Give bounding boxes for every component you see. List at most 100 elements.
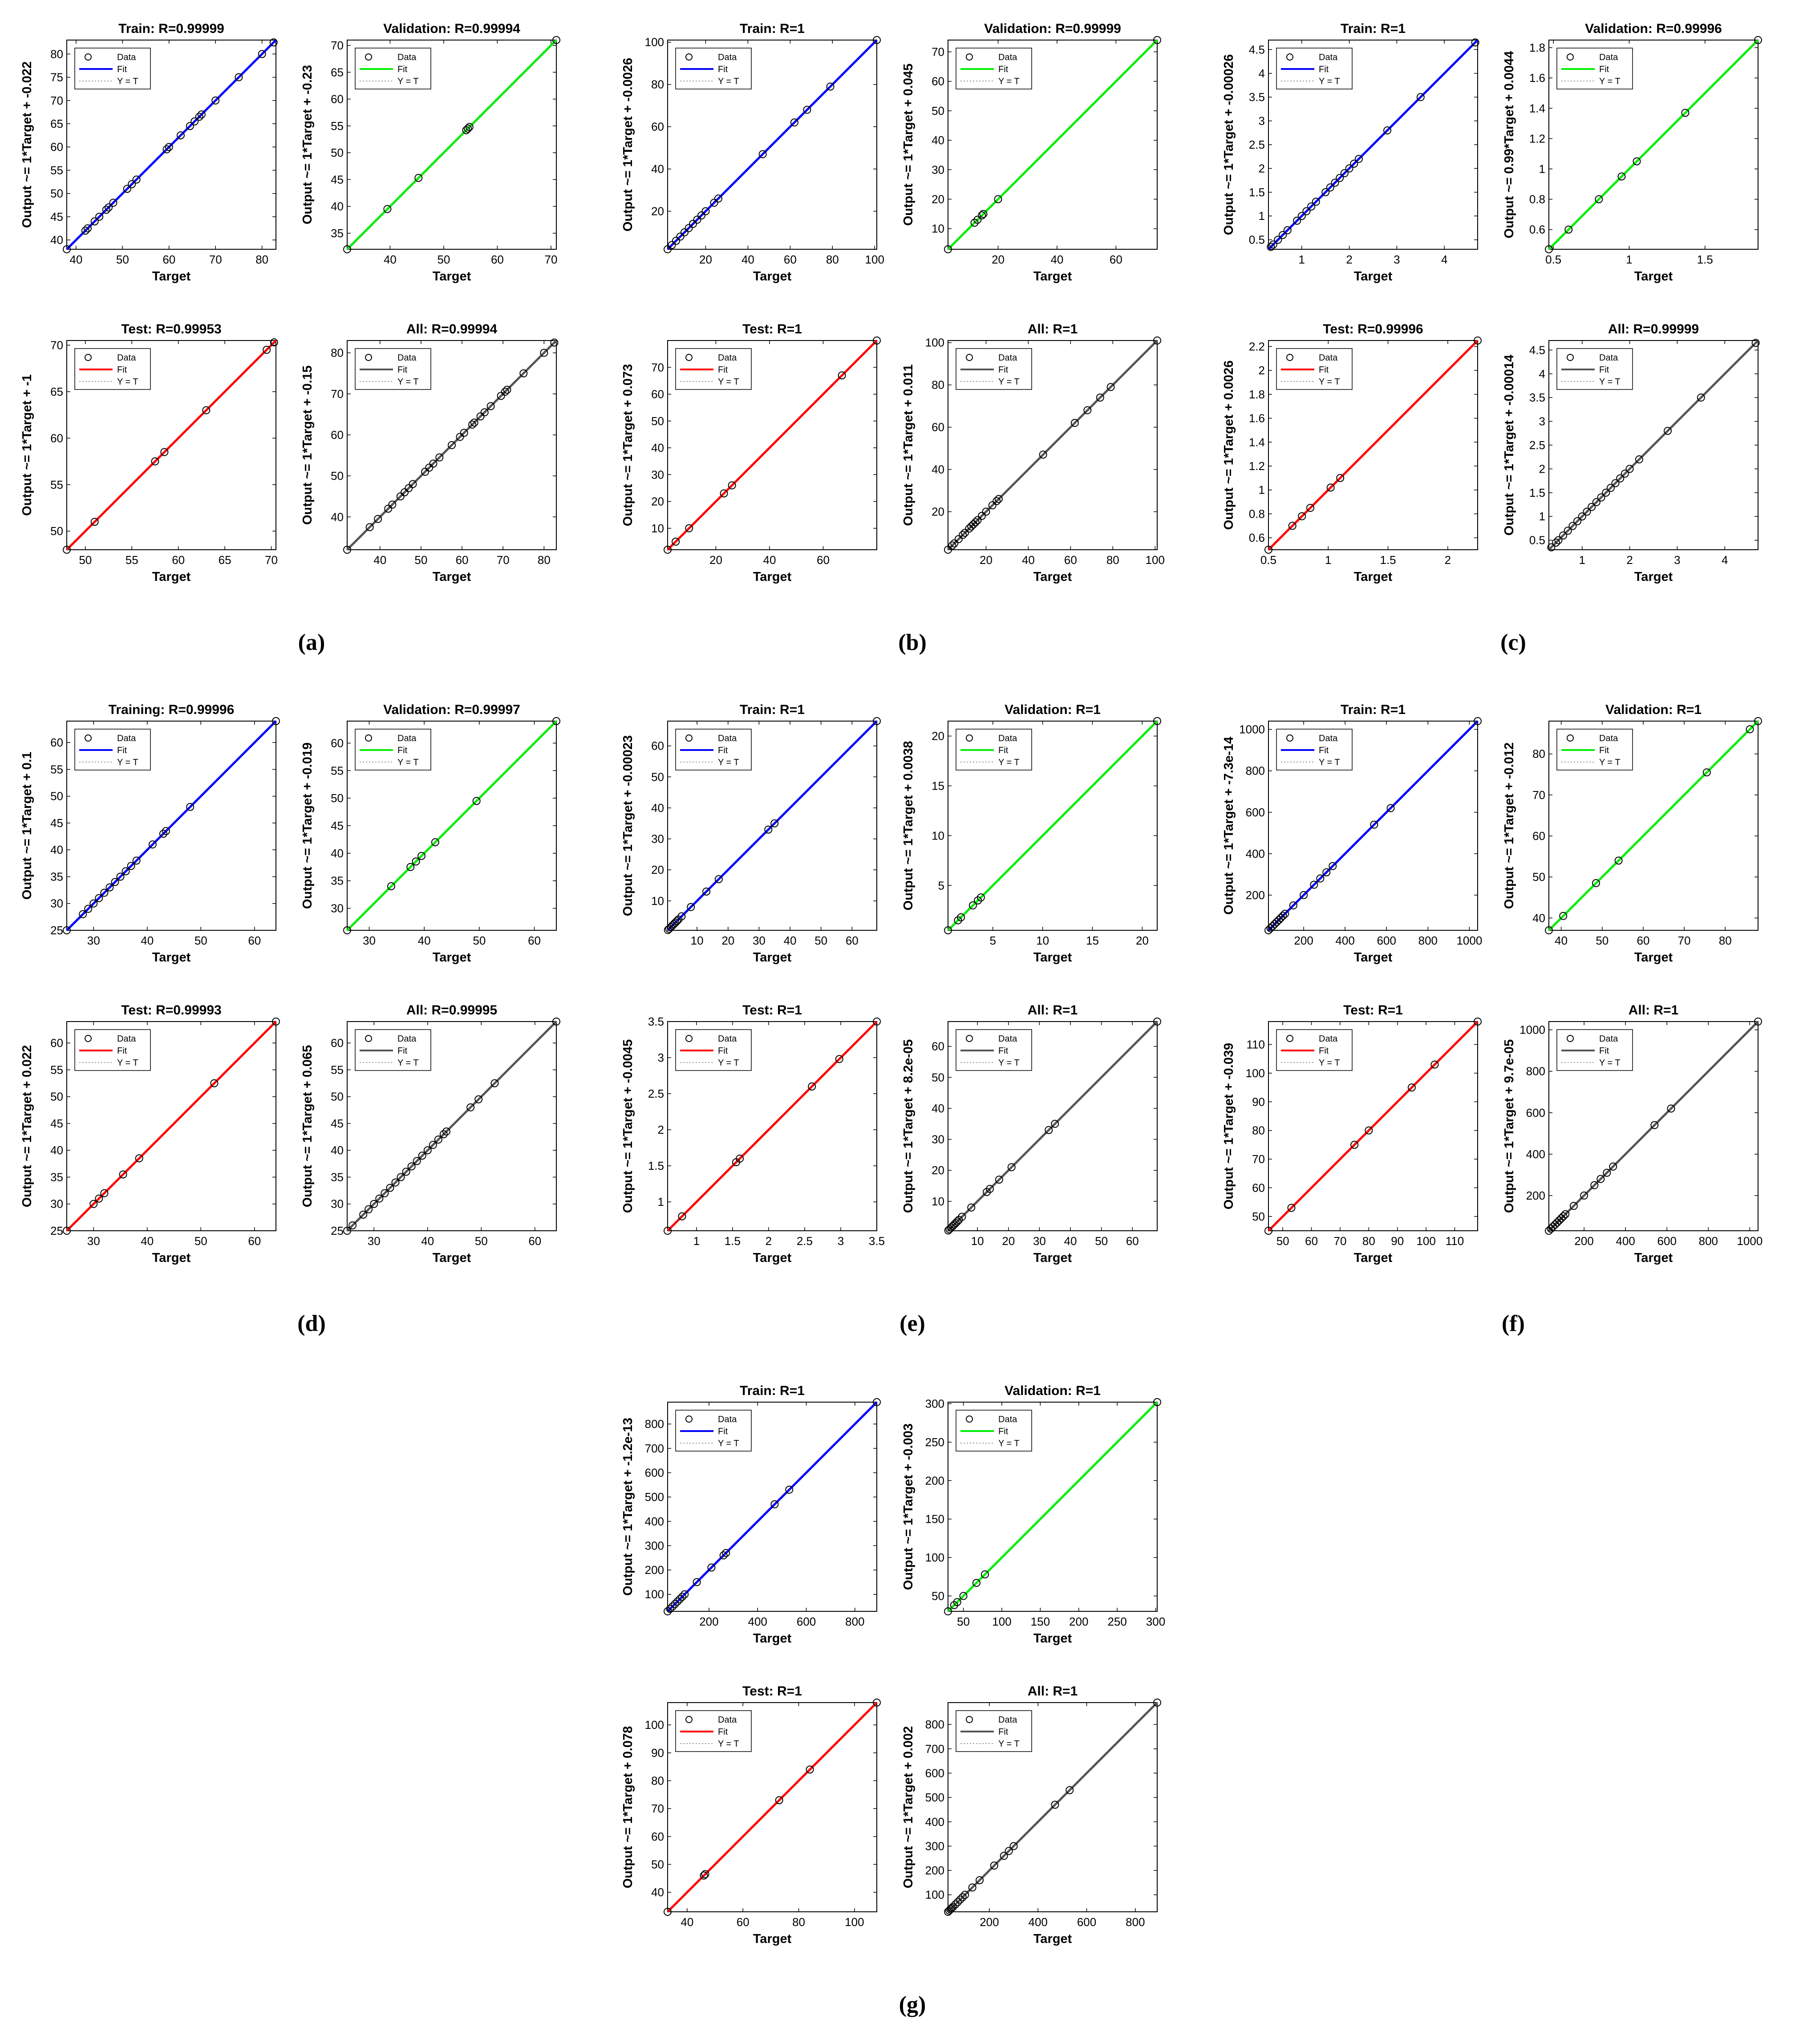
- legend-label: Y = T: [1599, 77, 1621, 86]
- x-tick-label: 70: [544, 253, 557, 266]
- x-tick-label: 60: [817, 553, 830, 567]
- x-tick-label: 100: [992, 1615, 1011, 1628]
- data-point: [1559, 531, 1568, 539]
- group-a: Train: R=0.99999 40 50 60 70 80 40 45 50 55 60 65 70…: [20, 21, 560, 655]
- data-point: [472, 797, 481, 805]
- data-point: [1416, 93, 1425, 101]
- legend-label: Data: [1599, 53, 1618, 62]
- legend-data-marker: [685, 1035, 693, 1042]
- x-axis-label: Target: [753, 1631, 792, 1646]
- data-point: [100, 888, 109, 897]
- data-point: [701, 207, 710, 215]
- data-point: [958, 1893, 967, 1902]
- panel-title: Test: R=0.99996: [1323, 322, 1423, 337]
- data-point: [197, 110, 206, 119]
- data-point: [89, 1200, 98, 1208]
- fit-line: [947, 720, 1158, 931]
- regression-panel: Training: R=0.99996 30 40 50 60 25 30 35 40 45 50 5…: [20, 702, 280, 965]
- panel-title: Train: R=1: [740, 702, 805, 717]
- data-point: [969, 520, 977, 529]
- panel-title: Train: R=1: [740, 1383, 805, 1398]
- regression-panel: Train: R=1 20 40 60 80 100 20 40 60 80 100 Target Ou…: [621, 21, 884, 284]
- y-axis-label: Output ~= 1*Target + -0.15: [300, 365, 315, 525]
- data-point: [1564, 527, 1572, 535]
- data-point: [1754, 1018, 1762, 1026]
- regression-panel: All: R=1 20 40 60 80 100 20 40 60 80 100 Target Outp…: [901, 322, 1165, 584]
- data-point: [235, 73, 243, 81]
- data-point: [348, 1221, 357, 1229]
- y-tick-label: 1.5: [648, 1159, 664, 1172]
- legend-data-marker: [1286, 354, 1293, 361]
- x-tick-label: 10: [971, 1234, 984, 1248]
- data-point: [826, 82, 835, 91]
- legend-label: Data: [998, 1415, 1017, 1424]
- x-tick-label: 30: [87, 934, 100, 947]
- y-tick-label: 40: [331, 847, 344, 860]
- y-tick-label: 50: [50, 1090, 63, 1103]
- data-point: [979, 210, 988, 218]
- x-axis-label: Target: [1354, 950, 1393, 965]
- fit-line: [346, 720, 557, 931]
- x-axis-label: Target: [1033, 1251, 1072, 1265]
- legend-label: Y = T: [998, 1439, 1020, 1448]
- regression-panel: Validation: R=0.99996 0.5 1 1.5 0.6 0.8 1 1.2 1.…: [1502, 21, 1762, 284]
- legend-label: Fit: [718, 65, 728, 74]
- x-axis-label: Target: [1033, 570, 1072, 584]
- data-point: [95, 1194, 103, 1203]
- legend-label: Fit: [998, 65, 1009, 74]
- data-point: [1300, 891, 1308, 899]
- y-tick-label: 80: [1532, 747, 1545, 761]
- data-point: [160, 448, 169, 456]
- data-point: [343, 1227, 351, 1235]
- data-point: [1557, 1214, 1565, 1223]
- x-tick-label: 4: [1441, 253, 1447, 266]
- y-tick-label: 65: [50, 385, 63, 398]
- x-tick-label: 40: [421, 1234, 434, 1248]
- data-point: [965, 524, 973, 533]
- y-tick-label: 50: [651, 1857, 664, 1871]
- y-tick-label: 40: [331, 1144, 344, 1157]
- panel-title: Test: R=0.99993: [121, 1003, 221, 1018]
- data-point: [986, 1185, 994, 1193]
- legend-data-marker: [685, 354, 693, 361]
- x-tick-label: 10: [1036, 934, 1049, 947]
- data-point: [719, 1551, 728, 1560]
- y-tick-label: 400: [1246, 847, 1265, 860]
- y-tick-label: 50: [331, 791, 344, 805]
- legend-label: Data: [1319, 1034, 1338, 1044]
- legend-label: Data: [397, 353, 417, 363]
- y-tick-label: 20: [932, 730, 944, 743]
- data-point: [132, 175, 141, 184]
- legend-label: Y = T: [397, 377, 419, 387]
- y-tick-label: 35: [50, 1170, 63, 1184]
- data-point: [81, 227, 89, 235]
- x-tick-label: 20: [721, 934, 734, 947]
- legend-data-marker: [966, 1035, 973, 1042]
- x-tick-label: 50: [414, 553, 427, 567]
- data-point: [122, 867, 130, 876]
- y-tick-label: 3: [1259, 114, 1265, 128]
- data-point: [1754, 36, 1762, 44]
- panel-title: Train: R=1: [740, 21, 805, 36]
- panel-title: Test: R=1: [742, 1003, 802, 1018]
- regression-panel: Validation: R=0.99997 30 40 50 60 30 35 40 45 50 5…: [300, 702, 560, 965]
- legend-label: Data: [1599, 734, 1618, 743]
- x-tick-label: 1: [693, 1234, 700, 1248]
- data-point: [664, 245, 672, 253]
- data-point: [465, 123, 474, 131]
- panel-title: Validation: R=0.99994: [383, 21, 520, 36]
- data-point: [982, 507, 990, 516]
- x-tick-label: 65: [219, 553, 231, 567]
- data-point: [770, 819, 779, 827]
- group-g: Train: R=1 200 400 600 800 100 200 300 400 500 600…: [621, 1383, 1165, 2017]
- data-point: [680, 228, 689, 237]
- fit-line: [1548, 39, 1759, 250]
- data-point: [540, 349, 548, 357]
- data-point: [423, 1146, 432, 1155]
- legend-data-marker: [685, 1716, 693, 1723]
- y-axis-label: Output ~= 1*Target + 0.011: [901, 365, 916, 526]
- regression-panel: Train: R=1 1 2 3 4 0.5 1 1.5 2 2.5 3 3.5 4 4.5 Target O…: [1222, 21, 1479, 284]
- legend-label: Data: [1319, 734, 1338, 743]
- y-tick-label: 55: [50, 1063, 63, 1076]
- data-point: [976, 1876, 984, 1884]
